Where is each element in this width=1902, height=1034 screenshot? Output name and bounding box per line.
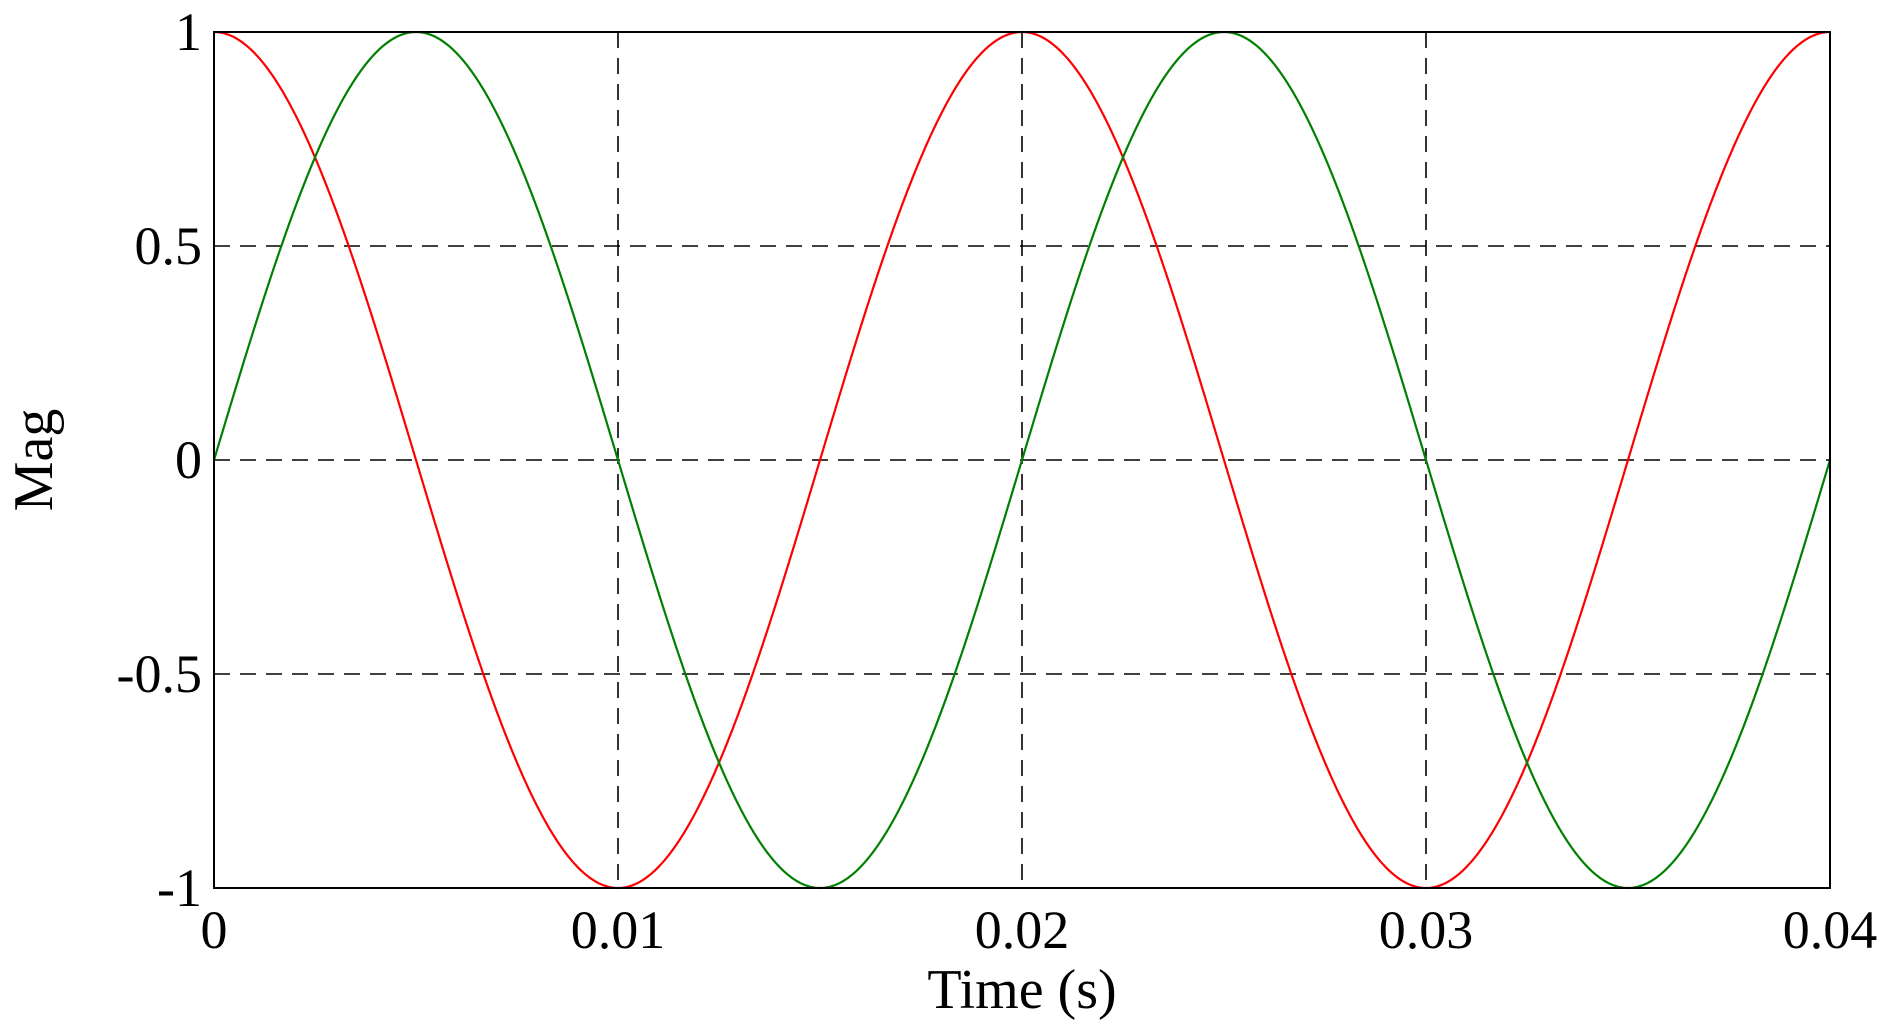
y-tick-label: 0.5 — [135, 216, 203, 276]
y-tick-label: 0 — [175, 430, 202, 490]
x-axis-label: Time (s) — [927, 959, 1116, 1021]
y-tick-label: -0.5 — [117, 644, 202, 704]
series-green-line — [212, 30, 1832, 890]
y-axis-label: Mag — [3, 409, 65, 512]
x-tick-label: 0.04 — [1783, 900, 1878, 960]
x-tick-label: 0.02 — [975, 900, 1070, 960]
y-tick-label: -1 — [157, 858, 202, 918]
plot-frame — [213, 31, 1831, 889]
x-tick-label: 0.03 — [1379, 900, 1474, 960]
x-tick-label: 0 — [201, 900, 228, 960]
tick-labels: 0 0.01 0.02 0.03 0.04 -1 -0.5 0 0.5 1 — [117, 2, 1878, 960]
y-tick-label: 1 — [175, 2, 202, 62]
x-tick-label: 0.01 — [571, 900, 666, 960]
